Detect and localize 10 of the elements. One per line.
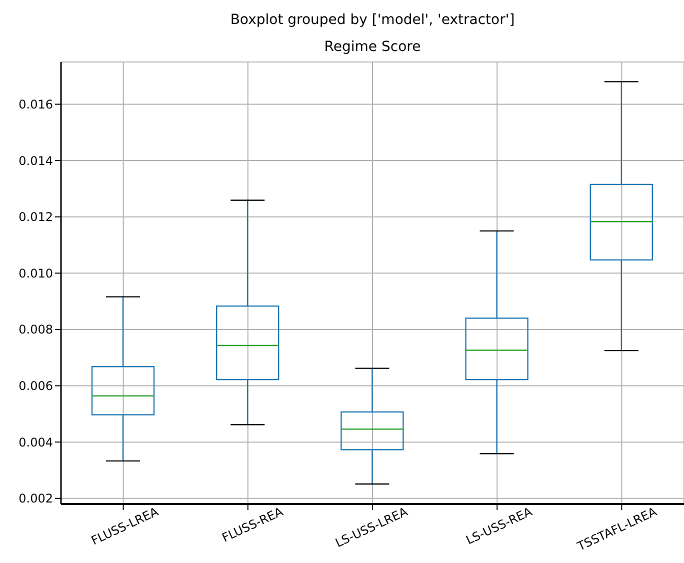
y-tick-label: 0.008 [18,322,53,337]
y-tick-label: 0.012 [18,210,53,224]
y-tick-label: 0.006 [18,379,53,394]
y-tick-label: 0.016 [18,97,53,112]
chart-title: Boxplot grouped by ['model', 'extractor'] [229,12,516,28]
y-tick-label: 0.002 [18,492,53,506]
y-tick-label: 0.010 [18,266,53,280]
chart-subtitle: Regime Score [323,39,422,55]
y-tick-label: 0.014 [18,154,53,168]
y-tick-label: 0.004 [18,435,53,450]
